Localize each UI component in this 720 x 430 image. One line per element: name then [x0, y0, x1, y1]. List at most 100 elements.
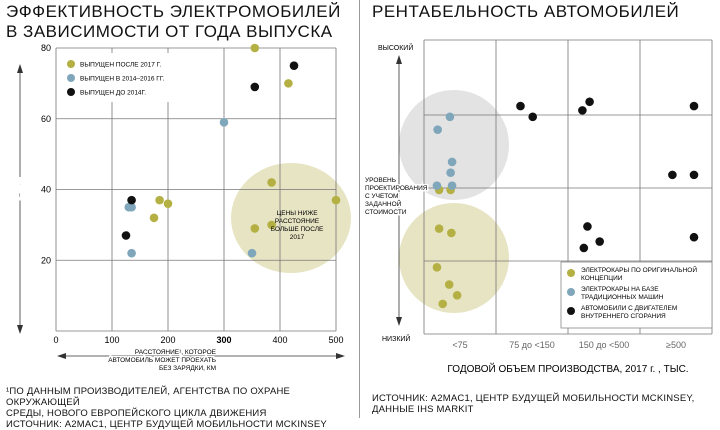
data-point	[267, 178, 276, 187]
legend-label-line: КОНЦЕПЦИИ	[581, 275, 623, 282]
y-tick-label: 20	[41, 255, 51, 265]
data-point	[595, 237, 604, 246]
data-point	[445, 112, 455, 122]
legend-label-line: ЭЛЕКТРОКАРЫ ПО ОРИГИНАЛЬНОЙ	[581, 265, 697, 274]
y-axis-label: УРОВЕНЬ ПРОЕКТИРОВАНИЯ С УЧЕТОМ ЗАДАННОЙ СТО…	[365, 177, 428, 216]
x-tick-label: 200	[160, 335, 175, 345]
highlight-region	[399, 90, 509, 200]
legend-marker	[67, 60, 75, 68]
y-tick-label: 40	[41, 185, 51, 195]
data-point	[219, 117, 229, 127]
data-point	[163, 199, 173, 208]
x-category-label: 75 до <150	[509, 340, 555, 350]
x-axis-label: ГОДОВОЙ ОБЪЕМ ПРОИЗВОДСТВА, 2017 г. , ТЫ…	[447, 362, 688, 375]
legend-label: ВЫПУЩЕН В 2014–2016 ГГ.	[80, 76, 165, 83]
x-axis-label-line: АВТОМОБИЛЬ МОЖЕТ ПРОЕХАТЬ	[108, 357, 216, 364]
arrow-down-icon	[396, 317, 402, 326]
y-axis-label-line: С УЧЕТОМ	[365, 193, 398, 200]
right-chart-title: РЕНТАБЕЛЬНОСТЬ АВТОМОБИЛЕЙ	[372, 2, 680, 21]
data-point	[250, 82, 260, 92]
annotation-line: 2017	[290, 234, 305, 241]
data-point	[578, 106, 587, 115]
arrow-left-icon	[57, 353, 66, 359]
data-point	[284, 79, 293, 88]
legend-label: ВЫПУЩЕН ПОСЛЕ 2017 Г.	[80, 62, 161, 69]
data-point	[438, 299, 448, 309]
x-category-label: ≥500	[666, 340, 686, 350]
arrow-right-icon	[336, 353, 345, 359]
data-point	[127, 248, 136, 258]
y-axis-label-line: УРОВЕНЬ	[365, 177, 396, 184]
legend-marker	[67, 88, 75, 96]
legend-marker	[567, 288, 575, 296]
panel-divider	[359, 0, 360, 418]
legend-label-line: ТРАДИЦИОННЫХ МАШИН	[581, 294, 664, 301]
data-point	[528, 112, 538, 122]
left-chart-title: ЭФФЕКТИВНОСТЬ ЭЛЕКТРОМОБИЛЕЙ В ЗАВИСИМОС…	[6, 2, 341, 42]
data-point	[434, 224, 444, 233]
legend-label-line: ЭЛЕКТРОКАРЫ НА БАЗЕ	[581, 286, 659, 293]
data-point	[516, 101, 525, 111]
x-axis-label-line: РАССТОЯНИЕ¹, КОТОРОЕ	[135, 349, 217, 356]
data-point	[121, 231, 131, 240]
legend-marker	[67, 74, 75, 82]
y-tick-label: 80	[41, 43, 51, 53]
x-tick-label: 100	[104, 335, 119, 345]
footnote-line: СРЕДЫ, НОВОГО ЕВРОПЕЙСКОГО ЦИКЛА ДВИЖЕНИ…	[6, 408, 267, 419]
highlight-region	[399, 203, 509, 313]
x-axis-label: РАССТОЯНИЕ¹, КОТОРОЕ АВТОМОБИЛЬ МОЖЕТ ПРО…	[108, 349, 216, 372]
data-point	[583, 222, 592, 231]
y-axis-label-line: ПРОЕКТИРОВАНИЯ	[365, 185, 428, 192]
x-tick-label: 0	[53, 335, 58, 345]
annotation-line: РАССТОЯНИЕ	[275, 218, 320, 225]
footnote-line: ИСТОЧНИК: A2MAC1, ЦЕНТР БУДУЩЕЙ МОБИЛЬНО…	[6, 419, 327, 430]
x-category-label: <75	[452, 340, 467, 350]
data-point	[433, 125, 442, 135]
data-point	[149, 213, 159, 223]
annotation-line: БОЛЬШЕ ПОСЛЕ	[271, 226, 324, 233]
data-point	[579, 243, 589, 253]
data-point	[447, 157, 457, 167]
data-point	[331, 195, 341, 205]
left-scatter-chart: 0 100 200 300 400 500 20 40 60 80 РОЗНИЧНАЯ ЦЕНА, ТЫ…	[2, 43, 351, 374]
data-point	[444, 280, 454, 289]
data-point	[689, 170, 699, 180]
legend-marker	[567, 307, 575, 315]
y-axis-label-line: ЗАДАННОЙ	[365, 199, 402, 208]
y-axis-top-label: ВЫСОКИЙ	[378, 43, 413, 52]
data-point	[247, 248, 257, 258]
legend-label: ВЫПУЩЕН ДО 2014Г.	[80, 90, 146, 97]
footnote-line: ДАННЫЕ IHS MARKIT	[372, 404, 474, 415]
data-point	[689, 101, 699, 111]
data-point	[446, 168, 455, 178]
arrow-down-icon	[17, 325, 23, 334]
x-category-label: 150 до <500	[579, 340, 630, 350]
y-tick-label: 60	[41, 114, 51, 124]
data-point	[432, 263, 442, 272]
data-point	[668, 170, 677, 180]
legend-label-line: ВНУТРЕННЕГО СГОРАНИЯ	[581, 313, 666, 320]
legend-marker	[567, 269, 575, 277]
x-tick-label: 500	[328, 335, 343, 345]
data-point	[250, 43, 260, 53]
y-axis-label-line: СТОИМОСТИ	[365, 209, 407, 216]
legend-label: ЭЛЕКТРОКАРЫ ПО ОРИГИНАЛЬНОЙ КОНЦЕПЦИИ	[581, 265, 697, 282]
arrow-up-icon	[396, 55, 402, 64]
data-point	[689, 232, 699, 242]
y-axis-label-line: ЦЕНА,	[3, 186, 23, 193]
legend-box	[560, 261, 713, 329]
data-point	[432, 181, 442, 190]
annotation-line: ЦЕНЫ НИЖЕ	[276, 210, 318, 217]
right-scatter-chart: <75 75 до <150 150 до <500 ≥500 ГОДОВОЙ ОБЪЕ…	[364, 39, 713, 375]
left-chart-title-line: ЭФФЕКТИВНОСТЬ ЭЛЕКТРОМОБИЛЕЙ	[6, 2, 341, 21]
x-axis-label-line: БЕЗ ЗАРЯДКИ, КМ	[159, 365, 216, 372]
y-axis-label-line: ТЫС. ЕВРО	[3, 194, 39, 201]
data-point	[447, 181, 457, 190]
legend-label-line: АВТОМОБИЛИ С ДВИГАТЕЛЕМ	[581, 305, 677, 312]
left-chart-footnote: ¹ПО ДАННЫМ ПРОИЗВОДИТЕЛЕЙ, АГЕНТСТВА ПО …	[6, 386, 351, 430]
data-point	[155, 195, 164, 205]
y-axis-label-line: РОЗНИЧНАЯ	[3, 178, 44, 185]
right-chart-footnote: ИСТОЧНИК: A2MAC1, ЦЕНТР БУДУЩЕЙ МОБИЛЬНО…	[372, 393, 717, 415]
x-tick-label: 300	[216, 335, 231, 345]
annotation-text: ЦЕНЫ НИЖЕ РАССТОЯНИЕ БОЛЬШЕ ПОСЛЕ 2017	[271, 210, 324, 241]
